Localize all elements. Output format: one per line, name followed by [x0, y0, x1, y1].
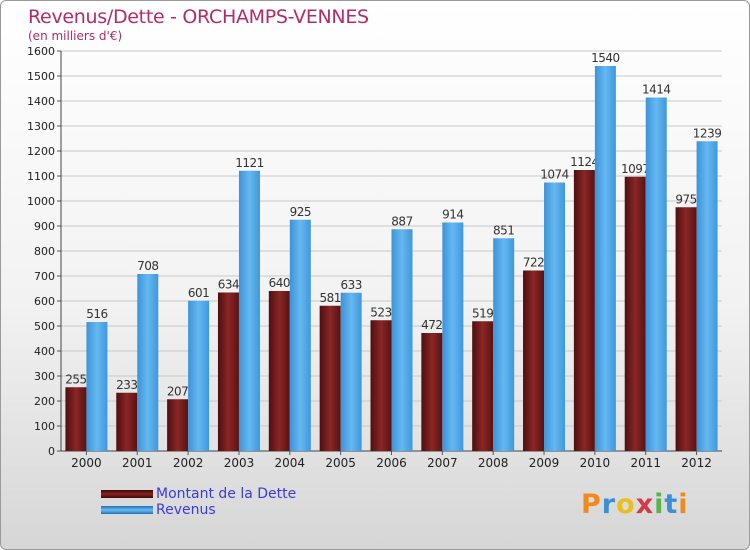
bar-dette — [370, 320, 392, 451]
x-tick-label: 2006 — [376, 456, 407, 470]
chart-subtitle: (en milliers d'€) — [28, 29, 123, 43]
x-tick-label: 2009 — [529, 456, 560, 470]
data-label: 1414 — [642, 83, 671, 97]
y-tick-label: 900 — [34, 220, 55, 233]
bar-dette — [523, 270, 545, 451]
y-tick-label: 1500 — [27, 70, 55, 83]
bar-dette — [217, 292, 239, 451]
data-label: 1239 — [693, 126, 722, 140]
x-tick-label: 2007 — [427, 456, 458, 470]
legend-swatch-dette — [101, 490, 153, 498]
data-label: 640 — [269, 276, 290, 290]
bar-dette — [472, 321, 494, 451]
data-label: 925 — [290, 205, 311, 219]
proxiti-logo: Proxiti — [581, 489, 689, 520]
bar-revenus — [137, 274, 159, 451]
data-label: 233 — [116, 378, 137, 392]
y-tick-label: 100 — [34, 420, 55, 433]
y-tick-label: 1400 — [27, 95, 55, 108]
bar-dette — [675, 207, 697, 451]
y-tick-label: 1300 — [27, 120, 55, 133]
y-tick-label: 800 — [34, 245, 55, 258]
y-tick-label: 200 — [34, 395, 55, 408]
bar-revenus — [594, 66, 616, 451]
bar-dette — [116, 392, 138, 451]
x-tick-label: 2005 — [325, 456, 356, 470]
data-label: 523 — [370, 305, 391, 319]
data-label: 472 — [421, 318, 442, 332]
y-tick-label: 400 — [34, 345, 55, 358]
legend-label-revenus: Revenus — [156, 502, 216, 518]
bar-revenus — [340, 292, 362, 451]
bar-revenus — [696, 141, 718, 451]
data-label: 519 — [472, 306, 493, 320]
y-tick-label: 1000 — [27, 195, 55, 208]
data-label: 255 — [65, 372, 86, 386]
data-label: 914 — [442, 208, 463, 222]
x-tick-label: 2001 — [122, 456, 153, 470]
bar-revenus — [391, 229, 413, 451]
bar-revenus — [645, 97, 667, 451]
data-label: 207 — [167, 384, 188, 398]
data-label: 975 — [675, 192, 696, 206]
data-label: 633 — [340, 278, 361, 292]
bar-dette — [319, 305, 341, 451]
bar-dette — [268, 291, 290, 451]
data-label: 581 — [319, 291, 340, 305]
data-label: 708 — [137, 259, 158, 273]
y-tick-label: 500 — [34, 320, 55, 333]
data-label: 1121 — [235, 156, 264, 170]
data-label: 1124 — [570, 155, 599, 169]
data-label: 601 — [188, 286, 209, 300]
y-tick-label: 700 — [34, 270, 55, 283]
bar-dette — [624, 176, 646, 451]
bar-dette — [573, 170, 595, 451]
bar-revenus — [493, 238, 515, 451]
x-tick-label: 2011 — [630, 456, 661, 470]
data-label: 516 — [86, 307, 107, 321]
legend-label-dette: Montant de la Dette — [156, 486, 297, 502]
data-label: 851 — [493, 223, 514, 237]
data-label: 1540 — [591, 51, 620, 65]
x-tick-label: 2004 — [275, 456, 306, 470]
x-tick-label: 2010 — [580, 456, 611, 470]
data-label: 722 — [523, 256, 544, 270]
bar-revenus — [289, 219, 311, 451]
x-tick-label: 2002 — [173, 456, 204, 470]
y-tick-label: 0 — [48, 445, 55, 458]
data-label: 1097 — [621, 162, 650, 176]
bar-revenus — [188, 300, 210, 451]
x-tick-label: 2008 — [478, 456, 509, 470]
bar-dette — [65, 387, 87, 451]
y-tick-label: 1600 — [27, 45, 55, 58]
data-label: 634 — [218, 278, 239, 292]
legend-swatch-revenus — [101, 506, 153, 514]
y-tick-label: 1200 — [27, 145, 55, 158]
data-label: 887 — [391, 214, 412, 228]
bar-revenus — [544, 182, 566, 451]
bar-revenus — [238, 170, 260, 451]
bar-revenus — [86, 322, 108, 451]
x-tick-label: 2000 — [71, 456, 102, 470]
bar-dette — [167, 399, 189, 451]
y-tick-label: 600 — [34, 295, 55, 308]
y-tick-label: 300 — [34, 370, 55, 383]
data-label: 1074 — [540, 168, 569, 182]
x-tick-label: 2012 — [681, 456, 712, 470]
chart-title: Revenus/Dette - ORCHAMPS-VENNES — [28, 6, 369, 28]
bar-revenus — [442, 222, 464, 451]
x-tick-label: 2003 — [224, 456, 255, 470]
y-tick-label: 1100 — [27, 170, 55, 183]
bar-dette — [421, 333, 443, 451]
